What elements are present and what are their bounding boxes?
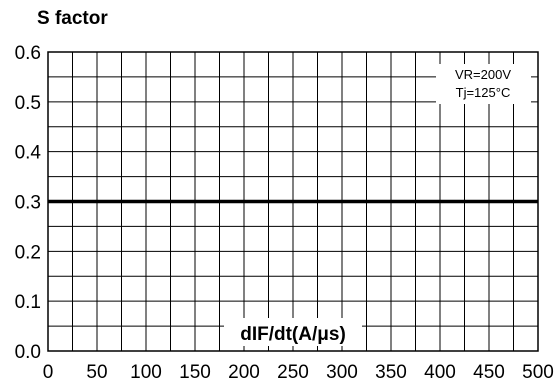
annotation-vr: VR=200V [455,67,511,82]
x-tick-label: 400 [424,362,456,383]
y-tick-label: 0.5 [15,93,41,114]
y-tick-label: 0.1 [15,292,41,313]
y-tick-label: 0.4 [15,143,42,164]
x-tick-label: 200 [228,362,260,383]
x-tick-labels: 0 50 100 150 200 250 300 350 400 450 500 [43,362,554,383]
y-tick-label: 0.3 [15,193,41,214]
y-tick-label: 0.0 [15,342,41,363]
annotation-tj: Tj=125°C [456,85,511,100]
x-tick-label: 50 [86,362,107,383]
x-tick-label: 150 [179,362,211,383]
x-tick-label: 300 [326,362,358,383]
x-tick-label: 350 [375,362,407,383]
x-tick-label: 500 [522,362,554,383]
chart-title: S factor [37,8,108,29]
x-tick-label: 0 [43,362,54,383]
x-axis-label-background [224,318,362,346]
y-tick-label: 0.2 [15,242,41,263]
y-tick-labels: 0.0 0.1 0.2 0.3 0.4 0.5 0.6 [15,43,42,363]
x-tick-label: 100 [130,362,162,383]
y-tick-label: 0.6 [15,43,41,64]
x-tick-label: 250 [277,362,309,383]
x-axis-label: dIF/dt(A/μs) [240,324,346,345]
annotation-background [436,64,531,104]
x-tick-label: 450 [473,362,505,383]
